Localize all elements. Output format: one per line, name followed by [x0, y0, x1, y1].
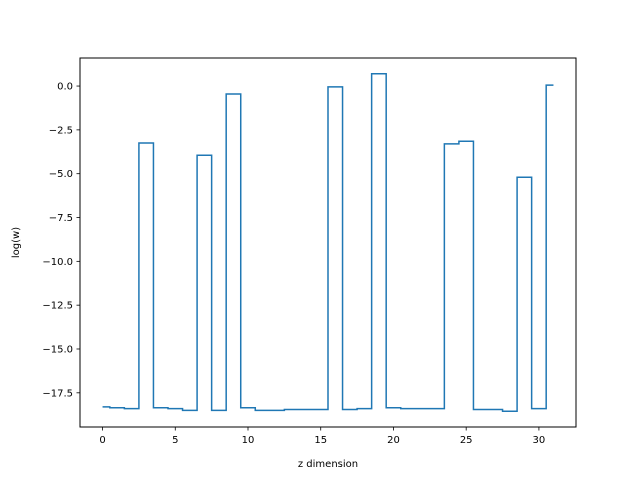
x-axis-ticks: 0 5 10 15 20 25 30: [99, 427, 545, 446]
x-tick-label: 30: [533, 435, 546, 446]
y-axis-ticks: 0.0 −2.5 −5.0 −7.5 −10.0 −12.5 −15.0 −17.5: [42, 82, 80, 399]
y-tick-label: 0.0: [57, 82, 73, 93]
y-tick-label: −7.5: [49, 213, 73, 224]
y-tick-label: −10.0: [42, 257, 73, 268]
plot-frame: [79, 57, 577, 428]
x-tick-label: 15: [314, 435, 327, 446]
x-tick-label: 10: [242, 435, 255, 446]
x-axis-label: z dimension: [298, 459, 358, 470]
series-line: [102, 73, 554, 412]
x-tick-label: 25: [460, 435, 473, 446]
y-tick-label: −5.0: [49, 169, 73, 180]
y-axis-label: log(w): [11, 227, 22, 258]
y-tick-label: −15.0: [42, 344, 73, 355]
x-tick-label: 0: [99, 435, 105, 446]
x-tick-label: 20: [387, 435, 400, 446]
y-tick-label: −2.5: [49, 125, 73, 136]
x-tick-label: 5: [172, 435, 178, 446]
plot-area: 0 5 10 15 20 25 30 0.0 −2.5 −5.0 −7.5 −10.0 −12.5 −1…: [42, 57, 577, 446]
y-tick-label: −17.5: [42, 388, 73, 399]
y-tick-label: −12.5: [42, 301, 73, 312]
